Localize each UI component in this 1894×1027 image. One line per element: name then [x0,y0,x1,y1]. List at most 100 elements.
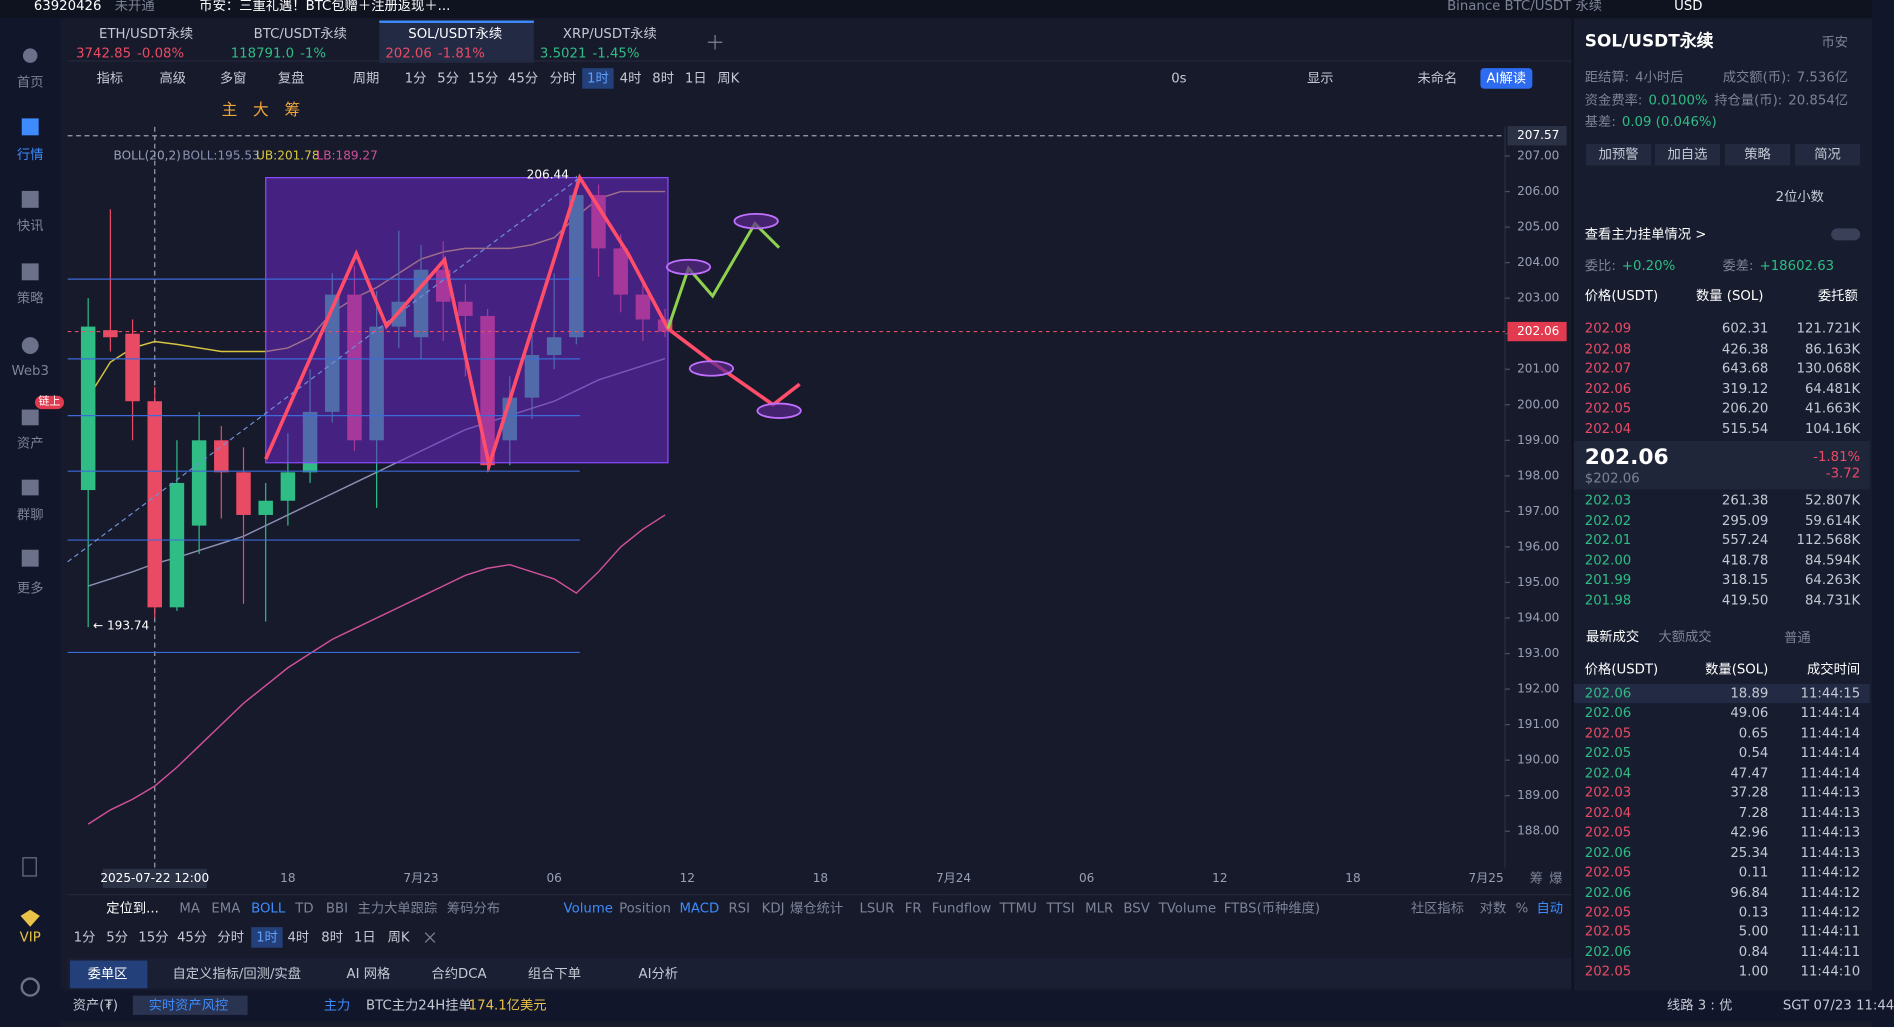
interval[interactable]: 8时 [652,70,675,87]
sub-indicator[interactable]: MLR [1085,900,1114,917]
period[interactable]: 8时 [321,929,344,946]
vip[interactable]: VIP [19,929,41,946]
chart-option[interactable]: 自动 [1536,900,1564,917]
nav-item[interactable]: 群聊 [16,506,44,523]
period[interactable]: 5分 [106,929,129,946]
currency[interactable]: USD [1674,0,1703,14]
period[interactable]: 4时 [287,929,310,946]
sub-indicator[interactable]: RSI [728,900,751,917]
main-indicator[interactable]: MA [179,900,200,917]
chart-option[interactable]: 社区指标 [1410,900,1464,917]
nav-item[interactable]: Web3 [11,362,49,379]
bottom-tab[interactable]: AI分析 [638,965,679,982]
chart-option[interactable]: 对数 [1479,900,1507,917]
tab-name[interactable]: XRP/USDT永续 [562,25,657,42]
panel-button[interactable]: 策略 [1724,143,1791,166]
period[interactable]: 1分 [73,929,96,946]
ai-button[interactable]: AI解读 [1480,68,1533,89]
tab-name[interactable]: ETH/USDT永续 [99,25,194,42]
col-header[interactable]: 委托额 [1817,288,1858,304]
draw-tool[interactable]: 主 [221,101,238,120]
sub-indicator[interactable]: TTSI [1046,900,1075,917]
col-header[interactable]: 数量(SOL) [1705,661,1769,678]
period[interactable]: 45分 [176,929,208,946]
chart-option[interactable]: % [1515,900,1529,917]
bottom-tab[interactable]: 委单区 [87,965,128,982]
depth-link[interactable]: 查看主力挂单情况 > [1584,226,1707,243]
tool-button[interactable]: 未命名 [1417,70,1458,87]
tool-button[interactable]: 多窗 [219,70,247,87]
interval[interactable]: 1时 [582,68,614,89]
trade-time: 11:44:14 [1800,725,1861,741]
trade-tab[interactable]: 大额成交 [1658,628,1712,645]
tab-name[interactable]: SOL/USDT永续 [408,25,503,42]
sub-indicator[interactable]: MACD [679,900,720,917]
interval[interactable]: 周K [717,70,740,87]
main-indicator[interactable]: EMA [211,900,241,917]
interval[interactable]: 5分 [437,70,460,87]
main-indicator[interactable]: TD [295,900,314,917]
nav-item[interactable]: 策略 [16,290,44,307]
panel-button[interactable]: 加自选 [1654,143,1721,166]
tool-button[interactable]: 复盘 [277,70,305,87]
nav-item[interactable]: 快讯 [16,217,44,234]
interval[interactable]: 分时 [549,70,577,87]
period[interactable]: 分时 [217,929,244,946]
locate[interactable]: 定位到... [106,900,159,917]
trade-qty: 0.11 [1738,864,1769,881]
sub-indicator[interactable]: 爆仓统计 [789,900,844,917]
sub-indicator[interactable]: LSUR [859,900,895,917]
sub-indicator[interactable]: Fundflow [931,900,992,917]
nav-item[interactable]: 更多 [16,580,44,597]
nav-item[interactable]: 首页 [16,74,44,90]
period[interactable]: 15分 [138,929,169,946]
sub-indicator[interactable]: Volume [563,900,613,917]
period-select[interactable]: 周期 [352,70,380,87]
main-indicator[interactable]: BOLL [251,900,286,917]
sub-indicator[interactable]: TVolume [1158,900,1217,917]
interval[interactable]: 1分 [404,70,427,87]
period[interactable]: 周K [387,929,410,946]
main-indicator[interactable]: BBI [325,900,349,917]
draw-tool[interactable]: 大 [253,101,269,120]
panel-button[interactable]: 简况 [1794,143,1861,166]
col-header[interactable]: 数量 (SOL) [1695,288,1764,304]
main-indicator[interactable]: 主力大单跟踪 [357,900,438,917]
panel-button[interactable]: 加预警 [1585,143,1652,166]
tab-quote: 202.06 -1.81% [385,45,491,61]
interval[interactable]: 4时 [619,70,642,87]
sub-indicator[interactable]: Position [619,900,671,917]
sub-indicator[interactable]: BSV [1123,900,1150,917]
interval[interactable]: 1日 [684,70,707,87]
tool-button[interactable]: 0s [1171,70,1187,87]
period[interactable]: 1日 [353,929,376,946]
main-indicator[interactable]: 筹码分布 [446,900,501,917]
sub-indicator[interactable]: KDJ [761,900,785,917]
tool-button[interactable]: 指标 [96,70,124,87]
book-price: 202.01 [1584,532,1632,549]
sub-indicator[interactable]: TTMU [999,900,1037,917]
filter[interactable]: 普通 [1784,629,1811,646]
bottom-tab[interactable]: 合约DCA [431,965,487,982]
sub-indicator[interactable]: FTBS(币种维度) [1223,900,1321,917]
tool-button[interactable]: 高级 [159,70,187,87]
tool-button[interactable]: 显示 [1306,70,1334,87]
interval[interactable]: 45分 [507,70,539,87]
draw-tool[interactable]: 筹 [284,101,301,120]
decimals[interactable]: 2位小数 [1775,188,1824,205]
sub-indicator[interactable]: FR [904,900,922,917]
bottom-tab[interactable]: AI 网格 [346,965,391,982]
nav-item[interactable]: 行情 [16,146,44,163]
trade-time: 11:44:12 [1800,864,1861,881]
interval[interactable]: 15分 [468,70,499,87]
nav-item[interactable]: 资产 [16,435,44,452]
bottom-tab[interactable]: 组合下单 [527,965,581,982]
risk-control[interactable]: 实时资产风控 [148,997,229,1013]
trade-qty: 5.00 [1738,924,1769,940]
trade-tab[interactable]: 最新成交 [1585,628,1640,645]
period[interactable]: 1时 [251,927,283,948]
search[interactable]: Binance BTC/USDT 永续 [1447,0,1603,14]
bottom-tab[interactable]: 自定义指标/回测/实盘 [172,965,302,982]
ellipses [665,212,802,419]
tab-name[interactable]: BTC/USDT永续 [253,25,347,42]
